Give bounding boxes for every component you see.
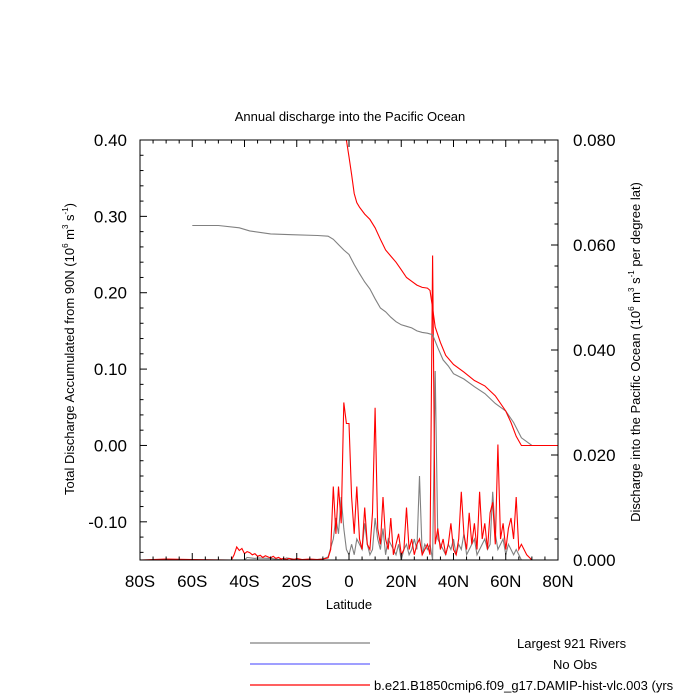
series-layer [140, 140, 558, 560]
tick-layer: 80S 60S 40S 20S 0 20N 40N 60N 80N 0.40 0.30 0.20 0.1… [88, 131, 615, 591]
y-left-title-sup2: 3 [61, 224, 70, 229]
legend-label-no-obs: No Obs [553, 657, 598, 672]
x-tick-label: 80N [542, 572, 573, 591]
y-left-title-end: ) [62, 203, 77, 207]
x-tick-label: 80S [125, 572, 155, 591]
y-right-title-sup1: 6 [627, 306, 636, 311]
y-left-tick-label: 0.00 [94, 436, 127, 455]
y-right-title-end: per degree lat) [628, 182, 643, 270]
y-left-tick-label: -0.10 [88, 513, 127, 532]
y-axis-left-title: Total Discharge Accumulated from 90N (10… [61, 203, 77, 495]
x-tick-label: 60S [177, 572, 207, 591]
y-left-tick-label: 0.10 [94, 360, 127, 379]
y-right-tick-label: 0.060 [573, 236, 616, 255]
x-tick-label: 0 [344, 572, 353, 591]
y-left-tick-label: 0.40 [94, 131, 127, 150]
x-tick-label: 20S [282, 572, 312, 591]
accumulated-line-simulation [345, 140, 558, 447]
y-right-tick-label: 0.000 [573, 551, 616, 570]
y-right-tick-label: 0.020 [573, 446, 616, 465]
chart-title: Annual discharge into the Pacific Ocean [235, 109, 466, 124]
y-right-title-mid: m [628, 292, 643, 306]
y-left-title-mid: m [62, 229, 77, 243]
discharge-line-1 [140, 255, 558, 560]
x-tick-label: 60N [490, 572, 521, 591]
y-right-tick-label: 0.040 [573, 341, 616, 360]
x-tick-label: 40S [229, 572, 259, 591]
y-right-title-mid2: s [628, 277, 643, 288]
plot-frame [139, 139, 559, 561]
y-left-title-main: Total Discharge Accumulated from 90N (10 [62, 248, 77, 495]
discharge-line-0 [140, 370, 558, 560]
y-left-title-sup3: -1 [61, 207, 70, 215]
legend-label-simulation: b.e21.B1850cmip6.f09_g17.DAMIP-hist-vlc.… [374, 678, 674, 693]
y-right-title-sup2: 3 [627, 287, 636, 292]
y-left-title-mid2: s [62, 214, 77, 225]
legend-label-largest-rivers: Largest 921 Rivers [517, 636, 627, 651]
legend: Largest 921 Rivers No Obs b.e21.B1850cmi… [250, 636, 674, 693]
y-left-title-sup1: 6 [61, 243, 70, 248]
y-left-tick-label: 0.30 [94, 207, 127, 226]
y-axis-right-title: Discharge into the Pacific Ocean (106 m3… [627, 182, 643, 522]
x-tick-label: 40N [438, 572, 469, 591]
y-right-title-sup3: -1 [627, 270, 636, 278]
accumulated-line-largest-rivers [192, 224, 558, 447]
y-right-title-main: Discharge into the Pacific Ocean (10 [628, 311, 643, 522]
x-tick-label: 20N [386, 572, 417, 591]
x-axis-title: Latitude [326, 597, 372, 612]
y-left-tick-label: 0.20 [94, 284, 127, 303]
y-right-tick-label: 0.080 [573, 131, 616, 150]
